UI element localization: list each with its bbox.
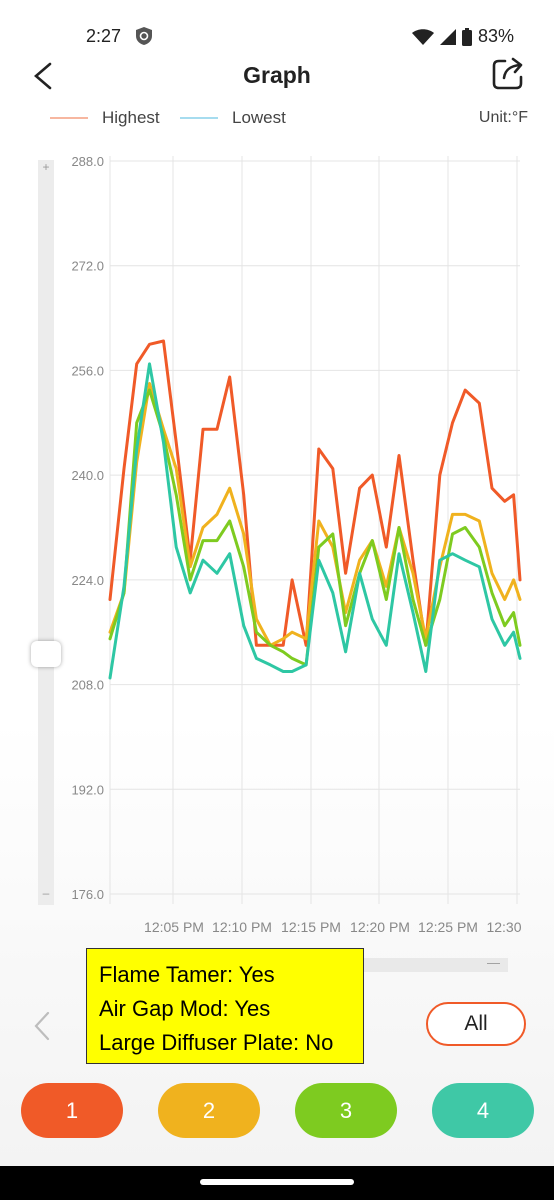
- scroll-minus-icon[interactable]: —: [487, 955, 500, 970]
- note-air-gap-mod: Air Gap Mod: Yes: [99, 996, 271, 1021]
- back-arrow-icon[interactable]: [28, 60, 58, 92]
- legend-highest-swatch: [50, 117, 88, 119]
- y-tick-label: 240.0: [71, 468, 104, 483]
- legend-highest-label: Highest: [102, 108, 160, 127]
- x-tick-label: 12:10 PM: [212, 919, 272, 935]
- system-nav-bar: [0, 1166, 554, 1200]
- battery-icon: [461, 27, 472, 46]
- app-header: Graph: [0, 56, 554, 96]
- x-tick-label: 12:05 PM: [144, 919, 204, 935]
- probe-4-button[interactable]: 4: [432, 1083, 534, 1138]
- y-tick-label: 224.0: [71, 573, 104, 588]
- x-tick-label: 12:30: [486, 919, 521, 935]
- legend-lowest-swatch: [180, 117, 218, 119]
- page-title: Graph: [243, 62, 311, 88]
- chart-legend: Highest Lowest Unit:°F: [0, 106, 554, 130]
- chevron-left-icon[interactable]: [30, 1010, 54, 1042]
- legend-highest: Highest: [50, 108, 160, 128]
- x-tick-label: 12:15 PM: [281, 919, 341, 935]
- note-diffuser-plate: Large Diffuser Plate: No: [99, 1030, 334, 1055]
- zoom-slider-thumb[interactable]: [31, 641, 61, 667]
- probe-2-button[interactable]: 2: [158, 1083, 260, 1138]
- status-time: 2:27: [86, 26, 122, 46]
- x-tick-label: 12:20 PM: [350, 919, 410, 935]
- probe-3-button[interactable]: 3: [295, 1083, 397, 1138]
- wifi-icon: [411, 28, 434, 45]
- zoom-out-icon[interactable]: –: [42, 886, 50, 900]
- all-probes-button[interactable]: All: [426, 1002, 526, 1046]
- share-icon[interactable]: [490, 56, 526, 92]
- y-tick-label: 192.0: [71, 782, 104, 797]
- horizontal-scrollbar[interactable]: —: [360, 955, 508, 972]
- zoom-in-icon[interactable]: +: [42, 160, 50, 174]
- series-line-1: [108, 339, 522, 647]
- series-line-4: [108, 362, 522, 680]
- y-tick-label: 256.0: [71, 363, 104, 378]
- legend-lowest-label: Lowest: [232, 108, 286, 127]
- probe-1-button[interactable]: 1: [21, 1083, 123, 1138]
- shield-icon: [136, 27, 152, 45]
- battery-percent: 83%: [477, 26, 514, 46]
- y-tick-label: 288.0: [71, 154, 104, 169]
- zoom-slider-track[interactable]: [38, 160, 54, 905]
- annotation-note: Flame Tamer: Yes Air Gap Mod: Yes Large …: [86, 948, 364, 1064]
- status-bar: 2:27 83%: [0, 0, 554, 56]
- series-line-2: [108, 382, 522, 647]
- home-handle[interactable]: [200, 1179, 354, 1185]
- note-flame-tamer: Flame Tamer: Yes: [99, 962, 275, 987]
- x-tick-label: 12:25 PM: [418, 919, 478, 935]
- y-tick-label: 272.0: [71, 259, 104, 274]
- y-tick-label: 208.0: [71, 678, 104, 693]
- legend-lowest: Lowest: [180, 108, 286, 128]
- y-tick-label: 176.0: [71, 887, 104, 902]
- series-line-3: [108, 388, 522, 667]
- temperature-chart: 288.0 272.0 256.0 240.0 224.0 208.0 192.0 176.0…: [71, 154, 522, 935]
- unit-label: Unit:°F: [478, 109, 528, 126]
- status-icons: 83%: [411, 26, 514, 47]
- signal-icon: [439, 28, 456, 45]
